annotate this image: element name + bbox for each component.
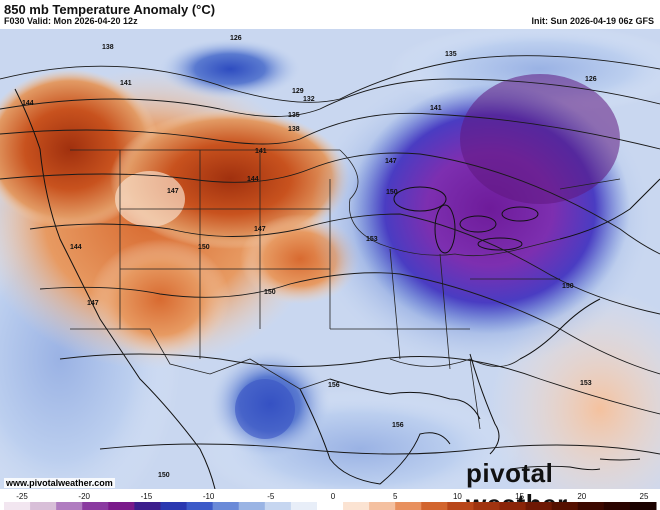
colorbar-tick-label: -10 bbox=[203, 492, 215, 501]
colorbar-swatch bbox=[56, 502, 83, 510]
contour-label: 141 bbox=[120, 80, 132, 87]
colorbar-swatch bbox=[551, 502, 579, 510]
colorbar-swatch bbox=[4, 502, 31, 510]
contour-label: 141 bbox=[430, 105, 442, 112]
contour-label: 147 bbox=[385, 158, 397, 165]
colorbar-swatch bbox=[134, 502, 161, 510]
colorbar-tick-label: 20 bbox=[577, 492, 586, 501]
colorbar-swatch bbox=[238, 502, 266, 510]
contour-label: 138 bbox=[288, 126, 300, 133]
colorbar-swatch bbox=[629, 502, 657, 510]
colorbar-swatch bbox=[447, 502, 474, 510]
contour-label: 132 bbox=[303, 96, 315, 103]
contour-label: 150 bbox=[562, 283, 574, 290]
contour-label: 147 bbox=[167, 188, 179, 195]
contour-label: 135 bbox=[445, 51, 457, 58]
colorbar-tick-label: 15 bbox=[515, 492, 524, 501]
colorbar-swatch bbox=[473, 502, 501, 510]
colorbar-swatch bbox=[108, 502, 135, 510]
colorbar: -25 -20 -15 -10 -5 0 5 10 15 20 25 bbox=[4, 492, 657, 510]
colorbar-swatch bbox=[30, 502, 57, 510]
colorbar-swatch bbox=[82, 502, 109, 510]
contour-label: 150 bbox=[158, 472, 170, 479]
colorbar-tick-label: 10 bbox=[453, 492, 462, 501]
contour-label: 144 bbox=[22, 100, 34, 107]
init-time: Init: Sun 2026-04-19 06z GFS bbox=[531, 16, 654, 26]
colorbar-tick-label: -20 bbox=[78, 492, 90, 501]
colorbar-swatch bbox=[212, 502, 240, 510]
colorbar-swatch bbox=[421, 502, 448, 510]
colorbar-tick-label: 0 bbox=[331, 492, 336, 501]
colorbar-swatch bbox=[316, 502, 344, 510]
colorbar-swatch bbox=[603, 502, 631, 510]
map-title: 850 mb Temperature Anomaly (°C) bbox=[4, 2, 216, 17]
colorbar-tick-label: -15 bbox=[141, 492, 153, 501]
contour-label: 144 bbox=[247, 176, 259, 183]
contour-label: 147 bbox=[87, 300, 99, 307]
contour-label: 153 bbox=[580, 380, 592, 387]
contour-label: 156 bbox=[392, 422, 404, 429]
colorbar-tick-label: -5 bbox=[267, 492, 275, 501]
contour-label: 153 bbox=[366, 236, 378, 243]
anomaly-map[interactable]: 126 126 129 132 135 135 138 138 141 141 … bbox=[0, 29, 660, 489]
colorbar-swatch bbox=[577, 502, 605, 510]
colorbar-swatch bbox=[525, 502, 553, 510]
colorbar-swatch bbox=[186, 502, 214, 510]
colorbar-tick-label: 25 bbox=[640, 492, 649, 501]
contour-label: 126 bbox=[230, 35, 242, 42]
contour-label: 135 bbox=[288, 112, 300, 119]
colorbar-swatch bbox=[369, 502, 396, 510]
site-url[interactable]: www.pivotalweather.com bbox=[4, 478, 115, 488]
contour-label: 150 bbox=[264, 289, 276, 296]
contour-label: 147 bbox=[254, 226, 266, 233]
colorbar-swatch bbox=[264, 502, 292, 510]
colorbar-swatch bbox=[343, 502, 370, 510]
contour-label: 129 bbox=[292, 88, 304, 95]
contour-label: 141 bbox=[255, 148, 267, 155]
colorbar-tick-label: -25 bbox=[16, 492, 28, 501]
contour-label: 156 bbox=[328, 382, 340, 389]
colorbar-swatch bbox=[395, 502, 422, 510]
colorbar-tick-label: 5 bbox=[393, 492, 398, 501]
contour-label: 138 bbox=[102, 44, 114, 51]
contour-label: 150 bbox=[386, 189, 398, 196]
colorbar-swatch bbox=[290, 502, 318, 510]
contour-label: 144 bbox=[70, 244, 82, 251]
contour-label: 150 bbox=[198, 244, 210, 251]
colorbar-swatch bbox=[160, 502, 188, 510]
contour-label: 126 bbox=[585, 76, 597, 83]
colorbar-swatch bbox=[499, 502, 527, 510]
valid-time: F030 Valid: Mon 2026-04-20 12z bbox=[4, 16, 138, 26]
